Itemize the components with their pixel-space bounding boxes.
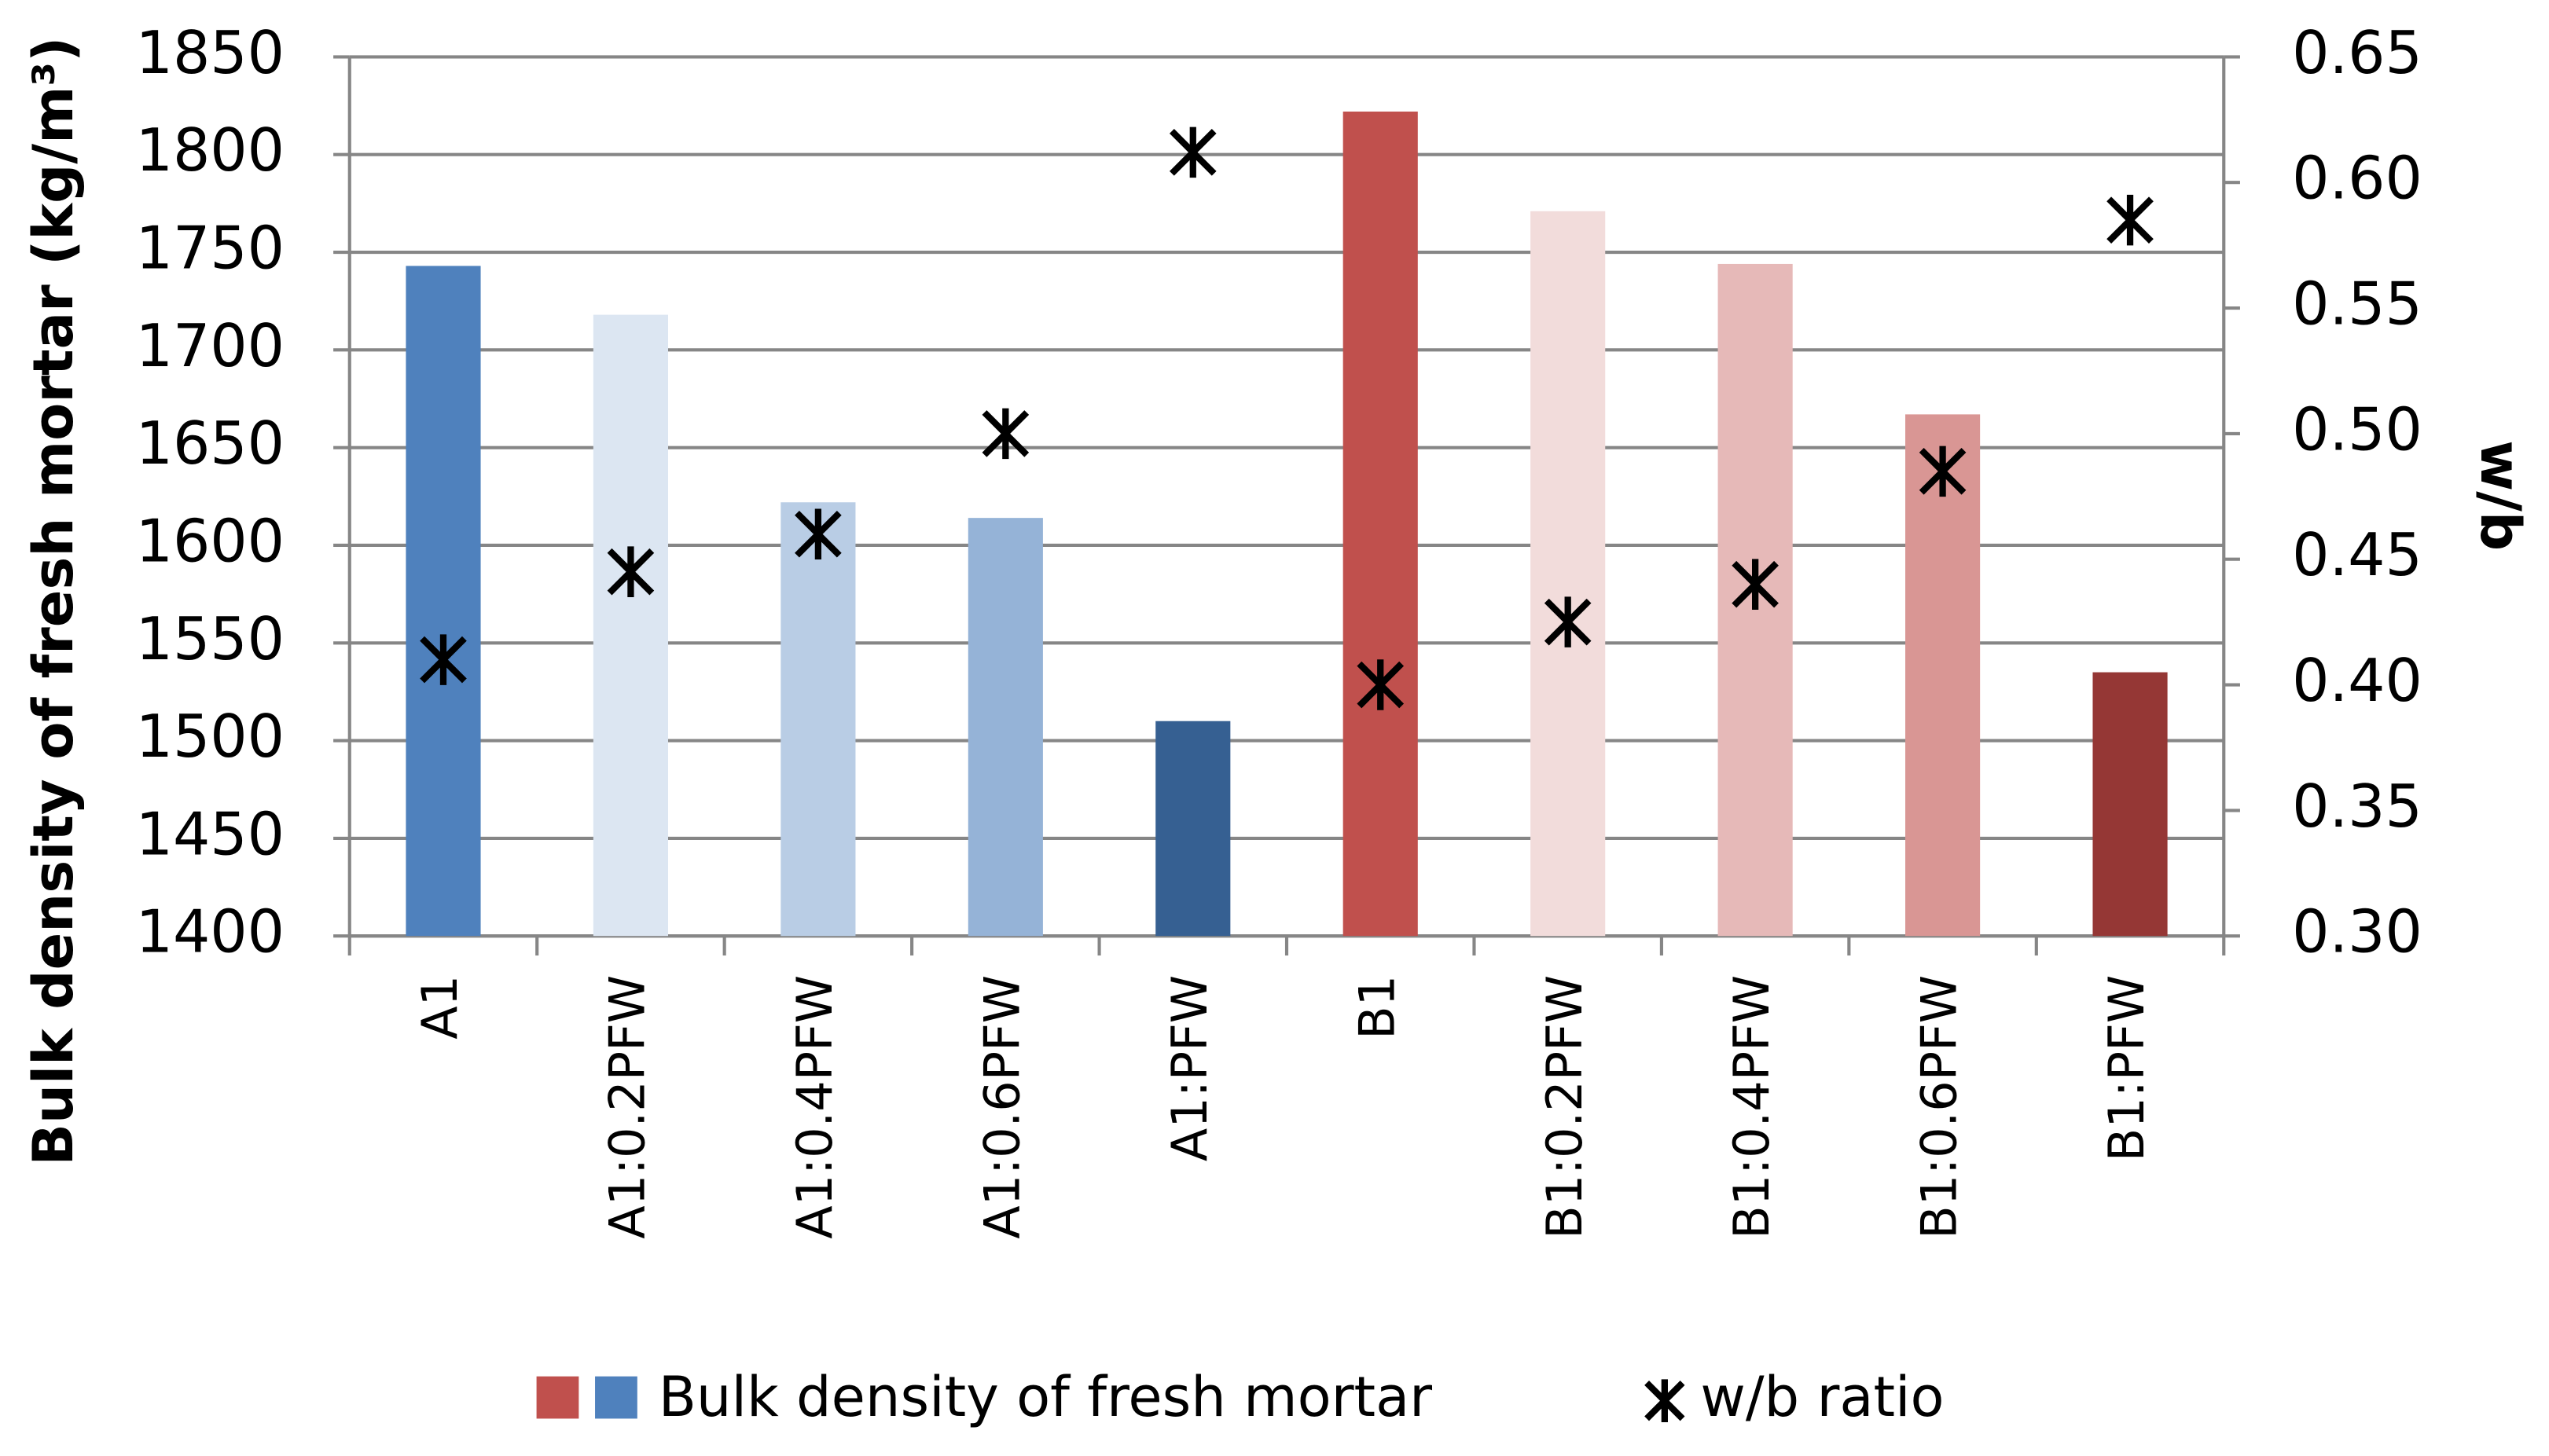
y-tick-label: 1400: [136, 898, 285, 966]
y2-axis-title: w/b: [2468, 440, 2532, 551]
legend-swatch: [536, 1376, 579, 1419]
y-tick-label: 1550: [136, 605, 285, 673]
bar: [1905, 414, 1981, 937]
x-tick-label: A1:0.4PFW: [786, 975, 843, 1239]
y-tick-label: 1700: [136, 312, 285, 380]
x-tick-label: B1:PFW: [2098, 975, 2155, 1161]
marker: [795, 508, 842, 560]
marker: [1169, 127, 1217, 178]
legend-label: Bulk density of fresh mortar: [659, 1365, 1432, 1429]
y2-tick-label: 0.65: [2292, 19, 2422, 87]
marker: [982, 408, 1030, 460]
y2-tick-label: 0.55: [2292, 270, 2422, 339]
y-tick-label: 1650: [136, 409, 285, 478]
bar: [1530, 211, 1606, 937]
bar: [968, 518, 1043, 937]
y-axis-title: Bulk density of fresh mortar (kg/m³): [21, 37, 86, 1166]
y2-tick-label: 0.40: [2292, 647, 2422, 715]
y-tick-label: 1850: [136, 19, 285, 87]
x-tick-label: A1:0.6PFW: [973, 975, 1030, 1239]
x-tick-label: A1: [411, 975, 468, 1040]
marker: [420, 634, 467, 685]
y2-tick-label: 0.60: [2292, 145, 2422, 213]
legend-label: w/b ratio: [1700, 1365, 1944, 1429]
marker: [1732, 559, 1779, 610]
x-tick-label: B1:0.2PFW: [1536, 975, 1593, 1239]
y2-tick-label: 0.30: [2292, 898, 2422, 966]
marker: [1919, 446, 1967, 497]
bar: [1155, 721, 1231, 937]
bar: [593, 314, 669, 937]
y2-tick-label: 0.50: [2292, 395, 2422, 464]
y-tick-label: 1750: [136, 215, 285, 283]
x-tick-label: B1:0.4PFW: [1723, 975, 1780, 1239]
bar: [1342, 111, 1418, 937]
marker: [2106, 194, 2154, 246]
x-tick-label: A1:PFW: [1161, 975, 1218, 1161]
y2-tick-label: 0.45: [2292, 521, 2422, 589]
x-tick-label: B1: [1348, 975, 1405, 1040]
y-tick-label: 1600: [136, 507, 285, 575]
y-tick-label: 1500: [136, 702, 285, 771]
y-tick-label: 1450: [136, 800, 285, 868]
y-tick-label: 1800: [136, 116, 285, 185]
x-tick-label: A1:0.2PFW: [599, 975, 656, 1239]
marker: [1357, 659, 1405, 710]
legend-marker: [1644, 1379, 1685, 1422]
bar: [780, 502, 856, 937]
x-tick-label: B1:0.6PFW: [1911, 975, 1968, 1239]
bar: [406, 266, 481, 937]
marker: [607, 546, 655, 597]
bar: [2092, 672, 2168, 937]
legend-swatch: [595, 1376, 637, 1419]
y2-tick-label: 0.35: [2292, 772, 2422, 841]
marker: [1544, 596, 1592, 647]
